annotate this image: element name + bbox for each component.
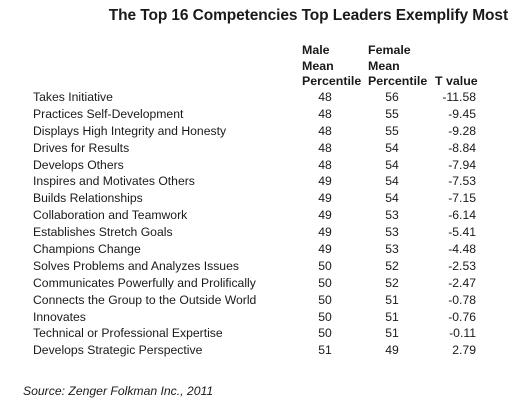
male-percentile: 48 [318, 106, 332, 121]
t-value: -6.14 [448, 208, 476, 223]
table-row: Connects the Group to the Outside World 5… [0, 292, 513, 309]
table-row: Innovates 50 51 -0.76 [0, 309, 513, 326]
male-percentile: 49 [318, 225, 332, 240]
competency-name: Solves Problems and Analyzes Issues [33, 258, 239, 273]
table-row: Establishes Stretch Goals 49 53 -5.41 [0, 224, 513, 241]
table-row: Develops Others 48 54 -7.94 [0, 157, 513, 174]
t-value: -0.76 [448, 309, 476, 324]
t-value: 2.79 [452, 343, 476, 358]
male-percentile: 50 [318, 326, 332, 341]
t-value: -0.11 [449, 326, 476, 341]
male-percentile: 49 [318, 174, 332, 189]
male-percentile: 51 [318, 343, 332, 358]
female-percentile: 54 [385, 157, 399, 172]
female-percentile: 51 [385, 309, 399, 324]
source-note: Source: Zenger Folkman Inc., 2011 [23, 384, 214, 398]
female-percentile: 53 [385, 208, 399, 223]
male-percentile: 50 [318, 258, 332, 273]
male-column-header: Male Mean Percentile [302, 43, 361, 90]
male-percentile: 48 [318, 90, 332, 104]
female-percentile: 55 [385, 123, 399, 138]
male-percentile: 50 [318, 292, 332, 307]
competency-name: Champions Change [33, 242, 141, 257]
female-percentile: 56 [385, 90, 399, 104]
t-value: -7.53 [448, 174, 476, 189]
male-header-line-1: Male [302, 43, 330, 57]
female-percentile: 53 [385, 225, 399, 240]
table-row: Collaboration and Teamwork 49 53 -6.14 [0, 207, 513, 224]
table-row: Drives for Results 48 54 -8.84 [0, 140, 513, 157]
female-percentile: 51 [385, 326, 399, 341]
competency-name: Develops Others [33, 157, 124, 172]
female-header-line-1: Female [368, 43, 411, 57]
competency-name: Collaboration and Teamwork [33, 208, 188, 223]
female-header-line-2: Mean [368, 58, 400, 73]
male-percentile: 49 [318, 191, 332, 206]
female-percentile: 49 [385, 343, 399, 358]
t-value: -9.28 [448, 123, 476, 138]
t-value: -2.47 [448, 275, 476, 290]
female-percentile: 52 [385, 275, 399, 290]
table-row: Builds Relationships 49 54 -7.15 [0, 190, 513, 207]
table-row: Communicates Powerfully and Prolifically… [0, 275, 513, 292]
competency-table-body: Takes Initiative 48 56 -11.58 Practices Self… [0, 89, 513, 359]
t-value: -8.84 [448, 140, 476, 155]
t-value-column-header: T value [435, 74, 478, 88]
male-percentile: 48 [318, 123, 332, 138]
female-percentile: 54 [385, 174, 399, 189]
male-percentile: 48 [318, 140, 332, 155]
male-percentile: 49 [318, 208, 332, 223]
competency-name: Innovates [33, 309, 86, 324]
t-value: -7.15 [448, 191, 476, 206]
table-row: Champions Change 49 53 -4.48 [0, 241, 513, 258]
t-value: -4.48 [448, 242, 476, 257]
female-header-line-3: Percentile [368, 74, 428, 88]
table-row: Inspires and Motivates Others 49 54 -7.53 [0, 173, 513, 190]
table-row: Displays High Integrity and Honesty 48 55 -… [0, 123, 513, 140]
female-percentile: 54 [385, 140, 399, 155]
t-value: -2.53 [448, 258, 476, 273]
female-percentile: 53 [385, 242, 399, 257]
male-percentile: 50 [318, 275, 332, 290]
male-percentile: 49 [318, 242, 332, 257]
t-value: -7.94 [448, 157, 476, 172]
competency-name: Technical or Professional Expertise [33, 326, 223, 341]
competency-name: Inspires and Motivates Others [33, 174, 195, 189]
table-row: Takes Initiative 48 56 -11.58 [0, 89, 513, 106]
table-row: Practices Self-Development 48 55 -9.45 [0, 106, 513, 123]
competency-name: Takes Initiative [33, 90, 113, 104]
table-row: Solves Problems and Analyzes Issues 50 52 -… [0, 258, 513, 275]
female-percentile: 55 [385, 106, 399, 121]
table-title: The Top 16 Competencies Top Leaders Exem… [108, 7, 508, 24]
male-header-line-2: Mean [302, 58, 334, 73]
male-header-line-3: Percentile [302, 74, 362, 88]
competency-name: Communicates Powerfully and Prolifically [33, 275, 256, 290]
t-value: -9.45 [448, 106, 476, 121]
competency-name: Builds Relationships [33, 191, 143, 206]
competency-name: Develops Strategic Perspective [33, 343, 203, 358]
table-row: Technical or Professional Expertise 50 51 -… [0, 325, 513, 342]
competency-name: Displays High Integrity and Honesty [33, 123, 227, 138]
t-value: -0.78 [448, 292, 476, 307]
t-value: -11.58 [442, 90, 476, 104]
table-row: Develops Strategic Perspective 51 49 2.79 [0, 342, 513, 359]
male-percentile: 50 [318, 309, 332, 324]
competency-name: Connects the Group to the Outside World [33, 292, 257, 307]
competency-name: Drives for Results [33, 140, 130, 155]
female-percentile: 51 [385, 292, 399, 307]
t-value: -5.41 [448, 225, 476, 240]
competency-name: Establishes Stretch Goals [33, 225, 173, 240]
competency-name: Practices Self-Development [33, 106, 184, 121]
female-percentile: 54 [385, 191, 399, 206]
male-percentile: 48 [318, 157, 332, 172]
female-percentile: 52 [385, 258, 399, 273]
female-column-header: Female Mean Percentile [368, 43, 427, 90]
